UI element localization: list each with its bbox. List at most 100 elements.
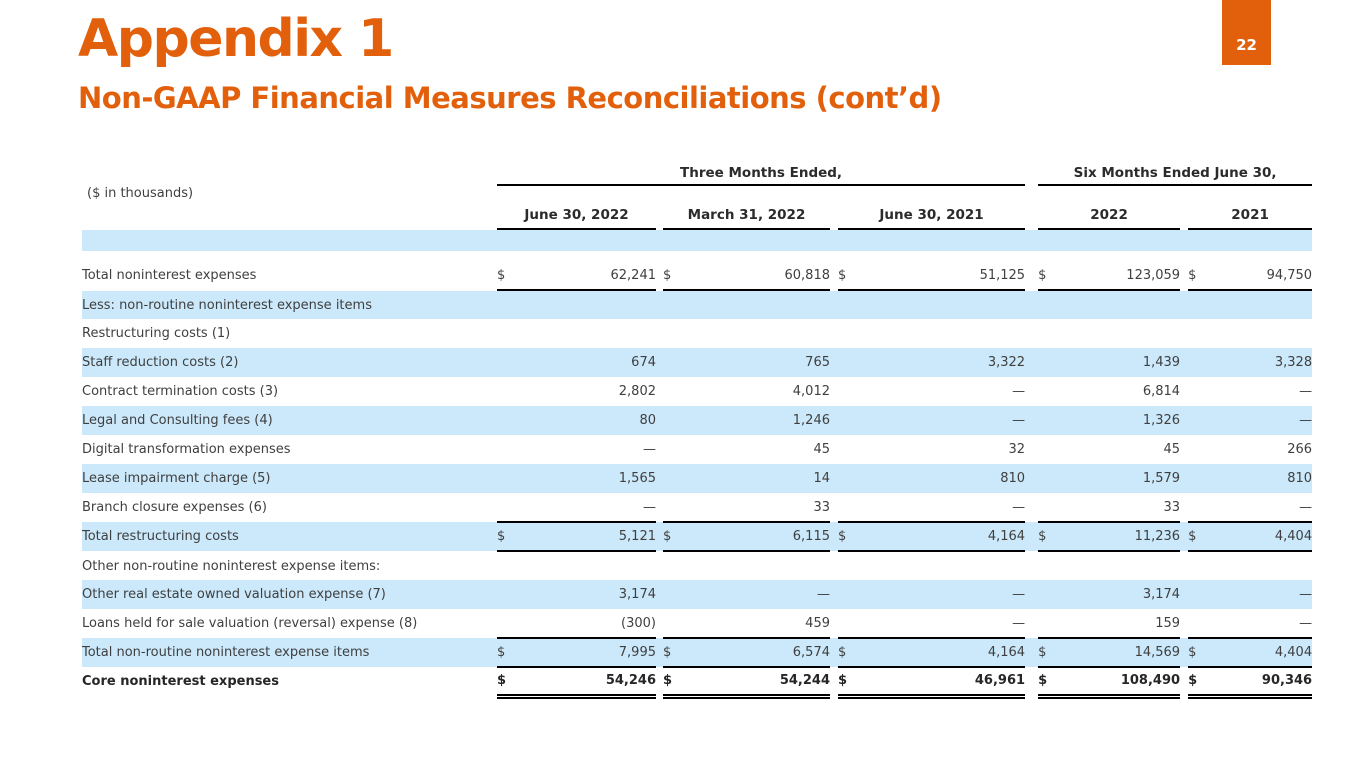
dollar-sign-cell: $ [1188, 522, 1209, 552]
dollar-sign-cell: $ [838, 522, 858, 552]
table-row: Digital transformation expenses — 45 32 45 26… [82, 435, 1312, 464]
column-gap [656, 609, 663, 638]
value-cell: — [1208, 493, 1313, 523]
column-header-six-months-2021: 2021 [1188, 185, 1313, 230]
table-row: Contract termination costs (3) 2,802 4,012… [82, 377, 1312, 406]
value-cell: — [643, 442, 656, 457]
column-gap [1180, 464, 1189, 493]
dollar-sign-cell [497, 377, 517, 406]
column-gap [656, 464, 663, 493]
dollar-sign-cell [497, 464, 517, 493]
value-cell: 1,246 [683, 406, 830, 435]
column-gap [656, 638, 663, 667]
dollar-sign-cell: $ [838, 638, 858, 668]
row-label: Total noninterest expenses [82, 268, 257, 283]
dollar-sign-cell: $ [497, 667, 517, 699]
row-label: Restructuring costs (1) [82, 326, 231, 341]
table-row [82, 229, 1313, 251]
dollar-sign-cell [497, 609, 517, 639]
value-cell: 14,569 [1058, 638, 1181, 668]
value-cell: 51,125 [858, 261, 1026, 291]
column-gap [1025, 609, 1038, 638]
value-cell: 4,012 [792, 384, 830, 399]
column-gap [830, 348, 838, 377]
value-cell: 45 [813, 442, 830, 457]
column-gap [656, 261, 663, 290]
dollar-sign-cell [1188, 348, 1209, 377]
value-cell: — [858, 580, 1026, 609]
column-gap [656, 667, 663, 696]
value-cell: 2,802 [618, 384, 656, 399]
column-gap [830, 493, 838, 522]
value-cell: 54,244 [683, 667, 830, 699]
column-gap [1025, 638, 1039, 667]
table-row: Other non-routine noninterest expense it… [82, 551, 1312, 580]
table-row: Legal and Consulting fees (4) 80 1,246 — 1,3… [82, 406, 1313, 435]
dollar-sign-cell: $ [497, 638, 517, 668]
table-row: Lease impairment charge (5) 1,565 14 810 1,5… [82, 464, 1313, 493]
dollar-sign-cell [663, 406, 683, 435]
column-gap [1025, 464, 1039, 493]
value-cell: 3,328 [1208, 348, 1313, 377]
column-gap [1180, 261, 1188, 290]
column-gap [1025, 261, 1038, 290]
value-cell: 4,404 [1208, 522, 1313, 552]
value-cell: 4,164 [858, 638, 1026, 668]
value-cell: 6,574 [683, 638, 830, 668]
value-cell: 159 [1058, 609, 1181, 639]
dollar-sign-cell: $ [1038, 667, 1059, 699]
row-label: Digital transformation expenses [82, 442, 291, 457]
row-label: Lease impairment charge (5) [82, 464, 497, 493]
dollar-sign-cell [1038, 377, 1058, 406]
page-number: 22 [1236, 36, 1257, 54]
value-cell: 4,164 [858, 522, 1026, 552]
value-cell: 810 [1208, 464, 1313, 493]
column-gap [656, 406, 663, 435]
column-gap [830, 464, 838, 493]
row-label: Core noninterest expenses [82, 674, 279, 689]
table-body: Total noninterest expenses $62,241 $60,818… [82, 229, 1313, 699]
row-label [82, 229, 1313, 251]
value-cell: — [858, 493, 1026, 523]
dollar-sign-cell [838, 377, 858, 406]
dollar-sign-cell: $ [1038, 261, 1059, 291]
value-cell: 6,115 [683, 522, 830, 552]
column-gap [830, 406, 838, 435]
value-cell: — [1208, 580, 1313, 609]
table-row: Loans held for sale valuation (reversal)… [82, 609, 1313, 639]
column-gap [1180, 667, 1188, 696]
row-label: Loans held for sale valuation (reversal)… [82, 616, 418, 631]
value-cell: — [858, 406, 1026, 435]
value-cell: 32 [1008, 442, 1026, 457]
column-gap [1180, 493, 1188, 522]
value-cell: — [858, 609, 1026, 639]
dollar-sign-cell [1038, 609, 1059, 639]
dollar-sign-cell: $ [838, 261, 858, 291]
dollar-sign-cell [838, 580, 858, 609]
column-gap [656, 522, 663, 551]
dollar-sign-cell [1038, 580, 1059, 609]
group-header-six-months: Six Months Ended June 30, [1038, 158, 1313, 186]
column-gap [1180, 348, 1189, 377]
value-cell: 4,404 [1208, 638, 1313, 668]
value-cell: 6,814 [1142, 384, 1181, 399]
column-gap [1025, 435, 1038, 464]
dollar-sign-cell [1038, 406, 1059, 435]
dollar-sign-cell [497, 493, 517, 523]
row-label: Staff reduction costs (2) [82, 348, 497, 377]
column-gap [656, 348, 663, 377]
column-gap [1180, 377, 1188, 406]
dollar-sign-cell: $ [1188, 261, 1209, 291]
column-gap [656, 580, 663, 609]
dollar-sign-cell [1188, 464, 1209, 493]
column-gap [656, 493, 663, 522]
value-cell: 1,326 [1058, 406, 1181, 435]
value-cell: 46,961 [858, 667, 1026, 699]
column-header-june-30-2021: June 30, 2021 [838, 185, 1026, 230]
dollar-sign-cell [838, 406, 858, 435]
dollar-sign-cell: $ [1188, 638, 1209, 668]
value-cell: 1,565 [517, 464, 656, 493]
column-gap [830, 377, 838, 406]
column-header-june-30-2022: June 30, 2022 [497, 185, 656, 230]
